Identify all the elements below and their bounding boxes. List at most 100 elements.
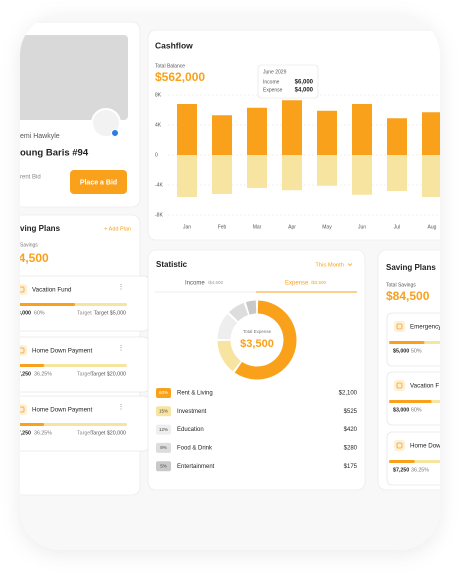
category-name: Food & Drink: [177, 445, 213, 451]
percent-badge: [156, 424, 171, 435]
progress-fill: [389, 400, 432, 403]
percent-label: 15%: [159, 408, 168, 413]
bar: [177, 155, 197, 197]
plan-icon-glyph: [20, 406, 25, 413]
donut-slice: [234, 300, 297, 380]
plan-icon: [20, 404, 27, 415]
balance-label: Total Balance: [155, 63, 185, 69]
progress-track: [20, 364, 127, 367]
progress-fill: [20, 423, 45, 426]
donut-slice: [245, 300, 257, 315]
plan-percent: 36.25%: [34, 430, 52, 436]
category-amount: $280: [344, 445, 358, 451]
plan-target: Target $5,000: [94, 310, 126, 316]
plan-item: [386, 312, 440, 367]
percent-label: 8%: [160, 445, 167, 450]
plan-name: Emergency: [410, 324, 442, 331]
plan-amount: $3,000: [393, 407, 409, 413]
progress-fill: [20, 303, 75, 306]
profile-title: oung Baris #94: [20, 148, 89, 159]
total-savings: $84,500: [386, 289, 430, 303]
percent-label: 12%: [159, 427, 168, 432]
bar: [177, 104, 197, 155]
y-tick-label: 4K: [155, 122, 162, 128]
verified-badge: [111, 129, 119, 137]
percent-badge: [156, 461, 171, 472]
plan-name: Home Dow: [410, 443, 441, 450]
plan-name: Vacation F: [410, 383, 439, 390]
percent-label: 60%: [159, 390, 168, 395]
plan-icon: [394, 321, 405, 332]
category-amount: $175: [344, 464, 358, 470]
tab-income-value: /$4,600: [208, 280, 224, 285]
category-name: Rent & Living: [177, 391, 213, 397]
category-name: Education: [177, 427, 204, 433]
y-tick-label: -8K: [155, 212, 163, 218]
plan-icon: [20, 284, 27, 295]
plan-target: Target $20,000: [91, 430, 126, 436]
plan-target: Target $20,000: [91, 371, 126, 377]
saving-plans-title: Saving Plans: [386, 263, 436, 272]
card: [377, 249, 440, 491]
plan-amount: $7,250: [393, 467, 409, 473]
bar: [282, 100, 302, 155]
percent-badge: [156, 442, 171, 453]
percent-label: 5%: [160, 463, 167, 468]
progress-track: [20, 423, 127, 426]
cashflow-title: Cashflow: [155, 40, 193, 50]
plan-percent: 50%: [411, 348, 422, 354]
tooltip-label: Expense: [263, 87, 283, 93]
total-savings-label: Total Savings: [386, 282, 416, 288]
progress-fill: [389, 460, 415, 463]
plan-item: [386, 371, 440, 426]
x-tick-label: Jul: [394, 224, 400, 230]
plan-menu: ⋮: [118, 284, 125, 291]
category-name: Investment: [177, 409, 207, 415]
tooltip: [257, 64, 319, 99]
plan-name: Home Down Payment: [32, 348, 92, 355]
profile-name: emi Hawkyle: [20, 133, 60, 140]
tab-expense: Expense: [285, 281, 309, 287]
y-tick-label: 0: [155, 152, 158, 158]
bar: [387, 118, 407, 155]
donut-slice: [217, 340, 242, 372]
add-plan: + Add Plan: [104, 226, 131, 232]
bar: [212, 115, 232, 155]
bar: [212, 155, 232, 194]
x-tick-label: May: [322, 224, 332, 230]
bar: [317, 155, 337, 186]
category-amount: $2,100: [339, 391, 358, 397]
x-tick-label: Jan: [183, 224, 191, 230]
plan-icon-glyph: [396, 442, 403, 449]
plan-menu: ⋮: [118, 404, 125, 411]
category-name: Entertainment: [177, 464, 215, 470]
total-expense: $3,500: [240, 338, 274, 350]
category-amount: $525: [344, 409, 358, 415]
x-tick-label: Feb: [218, 224, 227, 230]
bar: [422, 155, 440, 197]
total-savings-label: Savings: [20, 242, 38, 248]
plan-icon-glyph: [396, 323, 403, 330]
plan-icon: [20, 345, 27, 356]
plan-percent: 36.25%: [411, 467, 429, 473]
x-tick-label: Mar: [253, 224, 262, 230]
bar: [282, 155, 302, 191]
bar: [247, 155, 267, 188]
plan-percent: 60%: [411, 407, 422, 413]
target-label: Target: [77, 430, 92, 436]
x-tick-label: Aug: [428, 224, 437, 230]
statistic-title: Statistic: [156, 260, 188, 269]
dashboard: emi Hawkyle oung Baris #94 rent Bid Place a…: [15, 21, 442, 496]
tooltip-label: Income: [263, 79, 280, 85]
plan-item: [386, 431, 440, 486]
bar: [387, 155, 407, 191]
plan-icon-glyph: [20, 347, 25, 354]
tooltip-value: $6,000: [295, 80, 314, 86]
plan-percent: 60%: [34, 310, 45, 316]
plan-name: Home Down Payment: [32, 407, 92, 414]
plan-amount: $5,000: [393, 348, 409, 354]
plan-amount: $7,250: [15, 430, 31, 436]
donut-slice: [229, 302, 249, 322]
place-bid-button[interactable]: [70, 170, 127, 194]
plan-menu: ⋮: [118, 345, 125, 352]
